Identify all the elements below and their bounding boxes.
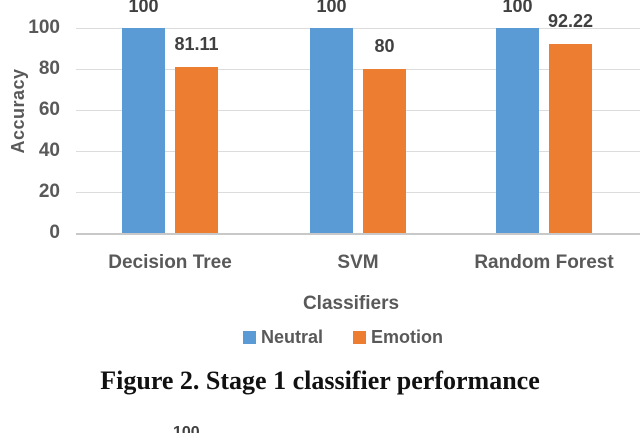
gridline-y-0 bbox=[76, 233, 640, 235]
y-tick-label-100: 100 bbox=[28, 17, 60, 38]
bar-neutral-decision-tree bbox=[122, 28, 165, 233]
bar-emotion-decision-tree bbox=[175, 67, 218, 233]
data-label-emotion-random-forest: 92.22 bbox=[547, 11, 594, 31]
figure-caption: Figure 2. Stage 1 classifier performance bbox=[100, 366, 540, 395]
data-label-emotion-svm: 80 bbox=[374, 36, 395, 56]
category-label-svm: SVM bbox=[337, 252, 379, 273]
data-label-neutral-random-forest: 100 bbox=[502, 0, 533, 16]
gridline-y-60 bbox=[76, 110, 640, 111]
bar-neutral-random-forest bbox=[496, 28, 539, 233]
bar-neutral-svm bbox=[310, 28, 353, 233]
category-label-decision-tree: Decision Tree bbox=[108, 252, 232, 273]
data-label-neutral-svm: 100 bbox=[316, 0, 347, 16]
legend-swatch-neutral bbox=[243, 330, 256, 344]
stage1-bar-chart: Accuracy 100 80 60 40 20 0 100 81.11 100 80 100 92… bbox=[8, 0, 640, 346]
legend-label-neutral: Neutral bbox=[261, 327, 324, 347]
y-tick-label-0: 0 bbox=[49, 222, 60, 243]
y-tick-label-20: 20 bbox=[38, 181, 60, 202]
y-tick-label-60: 60 bbox=[38, 99, 60, 120]
legend-label-emotion: Emotion bbox=[371, 327, 444, 347]
data-label-emotion-decision-tree: 81.11 bbox=[174, 34, 219, 54]
data-label-neutral-decision-tree: 100 bbox=[128, 0, 159, 16]
bar-emotion-svm bbox=[363, 69, 406, 233]
legend-item-neutral: Neutral bbox=[243, 328, 323, 346]
gridline-y-40 bbox=[76, 151, 640, 152]
category-label-random-forest: Random Forest bbox=[474, 252, 614, 273]
legend-swatch-emotion bbox=[353, 330, 367, 344]
y-tick-label-40: 40 bbox=[38, 140, 60, 161]
x-axis-title: Classifiers bbox=[302, 293, 400, 314]
gridline-y-80 bbox=[76, 69, 640, 70]
y-tick-label-80: 80 bbox=[38, 58, 60, 79]
chart-legend: Neutral Emotion bbox=[243, 328, 443, 346]
gridline-y-100 bbox=[76, 28, 640, 29]
bar-emotion-random-forest bbox=[549, 44, 592, 233]
legend-item-emotion: Emotion bbox=[353, 328, 443, 346]
next-figure-partial-label: 100 bbox=[173, 424, 200, 433]
gridline-y-20 bbox=[76, 192, 640, 193]
